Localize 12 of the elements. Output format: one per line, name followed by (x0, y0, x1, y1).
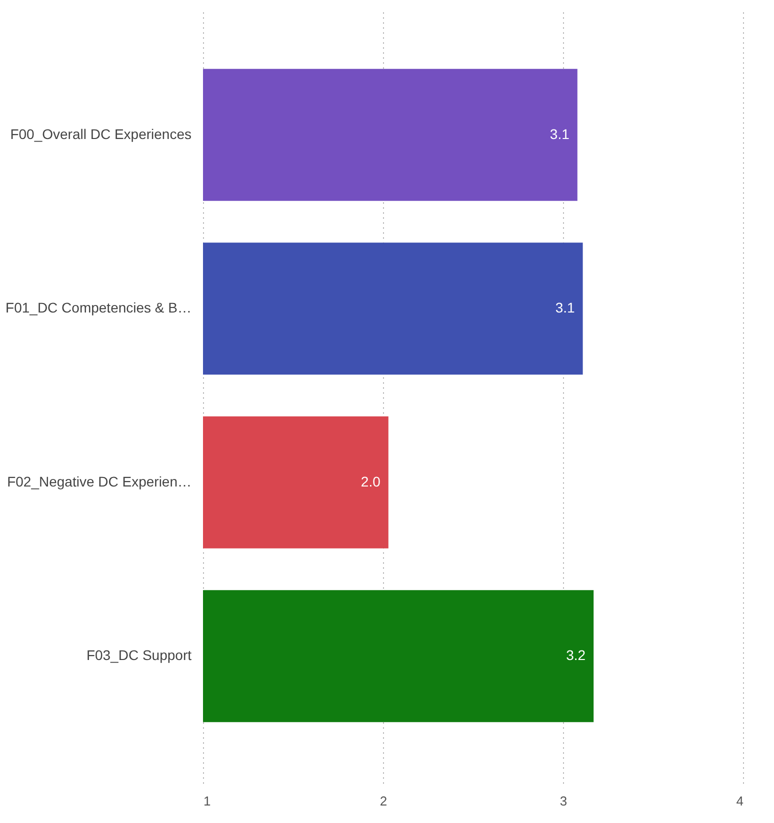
x-tick-label: 3 (560, 794, 568, 808)
data-label: 3.1 (550, 126, 570, 142)
data-label: 3.2 (566, 647, 586, 664)
y-tick-label: F02_Negative DC Experien… (7, 473, 192, 490)
y-tick-label: F03_DC Support (86, 647, 192, 664)
y-tick-label: F01_DC Competencies & B… (6, 300, 192, 316)
x-tick-label: 1 (204, 794, 211, 808)
x-tick-label: 2 (380, 794, 388, 808)
data-label: 2.0 (360, 473, 381, 490)
y-tick-label: F00_Overall DC Experiences (10, 126, 192, 142)
x-tick-label: 4 (736, 794, 744, 808)
data-label: 3.1 (555, 300, 576, 316)
